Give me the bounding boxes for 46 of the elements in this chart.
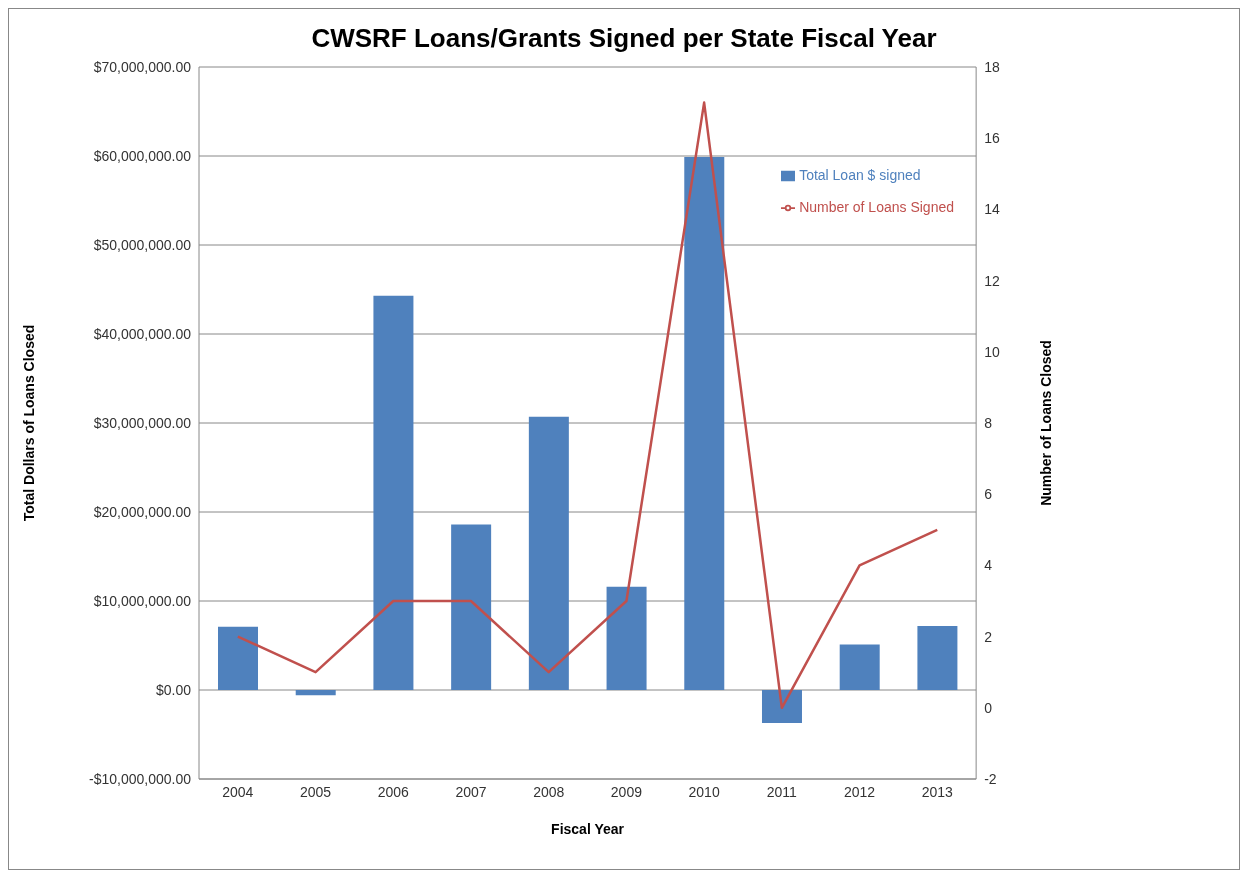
- x-tick-label: 2005: [299, 783, 332, 800]
- bar: [373, 295, 414, 690]
- y2-tick-label: 10: [984, 343, 1000, 360]
- x-tick-label: 2010: [688, 783, 720, 800]
- bar: [917, 625, 958, 690]
- x-tick-label: 2006: [377, 783, 410, 800]
- y-tick-label: $50,000,000.00: [93, 236, 192, 253]
- y2-tick-label: 8: [984, 414, 993, 431]
- bar: [528, 416, 569, 690]
- y-tick-label: $70,000,000.00: [93, 58, 192, 75]
- y2-tick-label: 0: [984, 699, 993, 716]
- legend-label: Number of Loans Signed: [799, 199, 954, 215]
- y2-tick-label: 4: [984, 557, 993, 574]
- y-tick-label: $20,000,000.00: [93, 503, 192, 520]
- bar: [295, 690, 336, 696]
- bar: [684, 156, 725, 690]
- x-tick-label: 2008: [533, 783, 565, 800]
- y-tick-label: $10,000,000.00: [93, 592, 192, 609]
- y-axis-title: Total Dollars of Loans Closed: [20, 324, 37, 522]
- bar: [839, 644, 880, 690]
- x-tick-label: 2013: [921, 783, 954, 800]
- y2-tick-label: 18: [984, 58, 1000, 75]
- y2-tick-label: 14: [984, 201, 1000, 218]
- y-tick-label: $40,000,000.00: [93, 325, 192, 342]
- y2-tick-label: -2: [984, 770, 997, 787]
- y-tick-label: $60,000,000.00: [93, 147, 192, 164]
- y-tick-label: $30,000,000.00: [93, 414, 192, 431]
- y2-tick-label: 16: [984, 130, 1000, 147]
- bar: [606, 586, 647, 690]
- y2-tick-label: 2: [984, 628, 993, 645]
- x-tick-label: 2011: [766, 783, 798, 800]
- x-axis-title: Fiscal Year: [551, 821, 625, 837]
- y-tick-label: $0.00: [155, 681, 192, 698]
- bar: [218, 626, 258, 690]
- y-tick-label: -$10,000,000.00: [89, 770, 192, 787]
- chart-title: CWSRF Loans/Grants Signed per State Fiscal Year: [310, 23, 938, 54]
- y2-axis-title: Number of Loans Closed: [1038, 340, 1055, 506]
- x-tick-label: 2009: [610, 783, 643, 800]
- legend-label: Total Loan $ signed: [799, 167, 921, 183]
- bar: [761, 690, 802, 723]
- x-tick-label: 2004: [222, 783, 254, 800]
- y2-tick-label: 6: [984, 486, 993, 503]
- x-tick-label: 2007: [455, 783, 487, 800]
- y2-tick-label: 12: [984, 272, 1000, 289]
- bar: [451, 524, 492, 690]
- x-tick-label: 2012: [843, 783, 876, 800]
